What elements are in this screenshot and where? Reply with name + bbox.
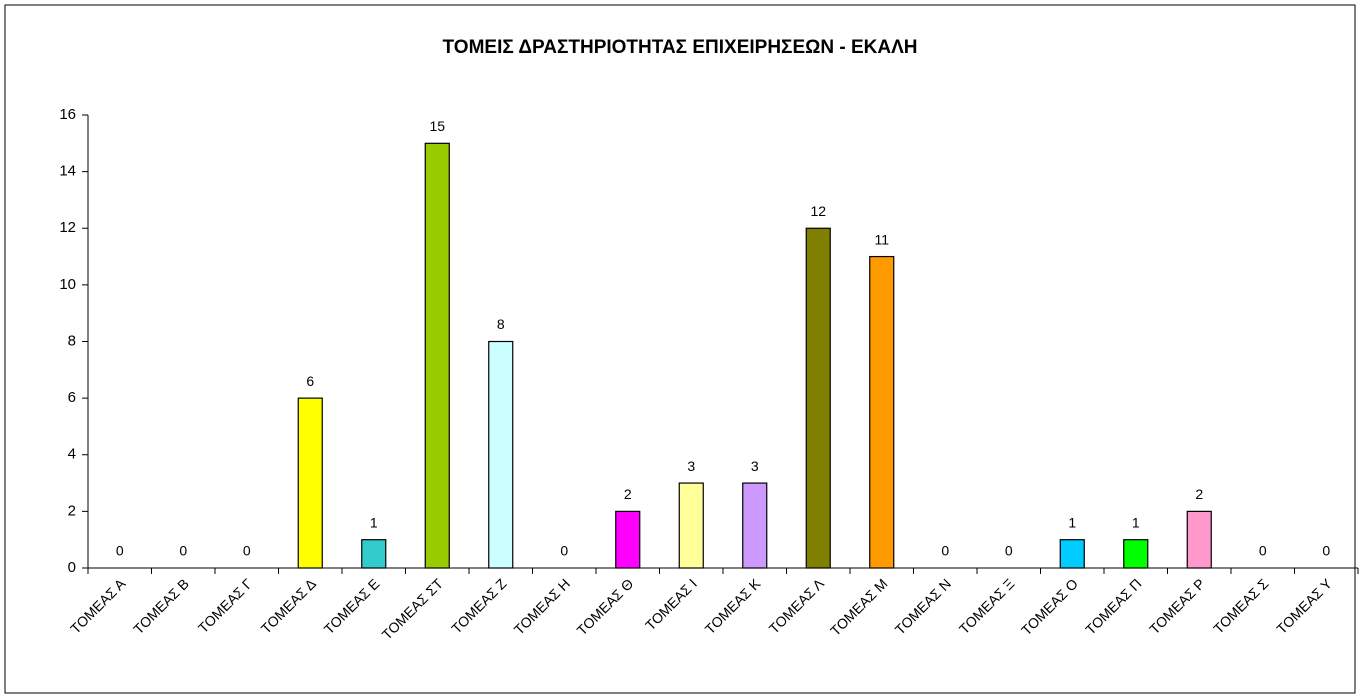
- data-label: 3: [687, 458, 695, 474]
- bar: [1059, 539, 1085, 569]
- data-label: 2: [1195, 486, 1203, 502]
- bar: [1186, 510, 1212, 569]
- data-label: 11: [874, 231, 889, 247]
- data-label: 6: [306, 373, 314, 389]
- data-label: 0: [116, 543, 124, 559]
- data-label: 0: [179, 543, 187, 559]
- data-label: 0: [1005, 543, 1013, 559]
- data-label: 0: [1259, 543, 1267, 559]
- data-label: 1: [1132, 514, 1140, 530]
- bar: [424, 142, 450, 569]
- bar: [1123, 539, 1149, 569]
- data-label: 15: [429, 118, 445, 134]
- y-tick-label: 4: [68, 446, 76, 463]
- data-label: 3: [751, 458, 759, 474]
- y-tick-label: 12: [59, 219, 76, 236]
- y-tick-label: 10: [59, 276, 76, 293]
- bar: [488, 340, 514, 569]
- data-label: 0: [941, 543, 949, 559]
- y-tick-label: 14: [59, 163, 76, 180]
- bar: [742, 482, 768, 569]
- bar: [869, 255, 895, 569]
- data-label: 8: [497, 316, 505, 332]
- chart-frame: [4, 4, 1356, 694]
- bar: [297, 397, 323, 569]
- data-label: 2: [624, 486, 632, 502]
- y-tick-label: 8: [68, 332, 76, 349]
- y-tick-label: 16: [59, 106, 76, 123]
- bar: [805, 227, 831, 569]
- bar: [678, 482, 704, 569]
- data-label: 0: [1322, 543, 1330, 559]
- y-tick-label: 2: [68, 502, 76, 519]
- data-label: 1: [1068, 514, 1076, 530]
- data-label: 0: [560, 543, 568, 559]
- bar: [361, 539, 387, 569]
- data-label: 1: [370, 514, 378, 530]
- data-label: 0: [243, 543, 251, 559]
- chart-title: ΤΟΜΕΙΣ ΔΡΑΣΤΗΡΙΟΤΗΤΑΣ ΕΠΙΧΕΙΡΗΣΕΩΝ - ΕΚΑ…: [443, 37, 918, 58]
- y-tick-label: 0: [68, 559, 76, 576]
- bar: [615, 510, 641, 569]
- y-tick-label: 6: [68, 389, 76, 406]
- data-label: 12: [810, 203, 826, 219]
